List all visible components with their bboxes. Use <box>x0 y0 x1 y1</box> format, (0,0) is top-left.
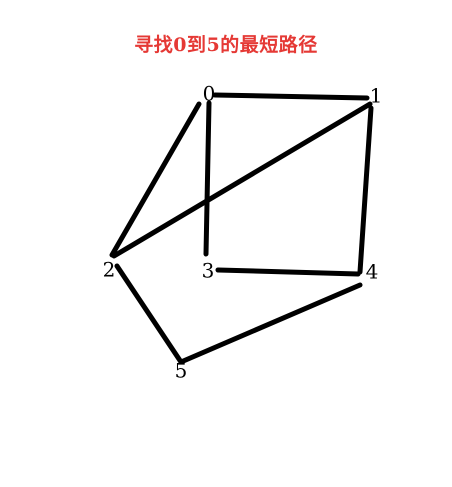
node-label-5: 5 <box>175 359 188 383</box>
edge-2-1 <box>111 101 373 259</box>
node-label-3: 3 <box>202 259 215 283</box>
edge-1-4 <box>357 105 374 275</box>
edge-0-1 <box>212 92 370 101</box>
edge-3-4 <box>215 267 361 277</box>
node-label-2: 2 <box>103 258 116 282</box>
edge-0-3 <box>203 100 212 257</box>
diagram-title: 寻找0到5的最短路径 <box>134 34 318 56</box>
edge-0-2 <box>109 101 202 258</box>
edge-2-5 <box>114 263 184 365</box>
edge-5-4 <box>178 282 363 365</box>
node-label-4: 4 <box>366 260 379 284</box>
node-label-0: 0 <box>203 82 216 106</box>
node-label-1: 1 <box>370 84 383 108</box>
